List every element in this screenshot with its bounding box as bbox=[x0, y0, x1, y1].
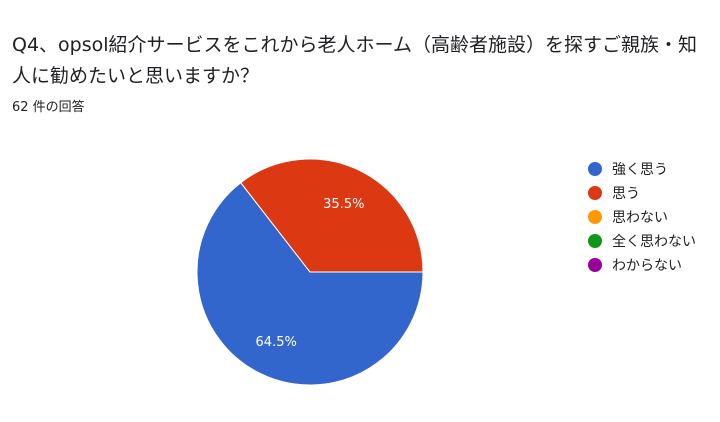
legend-item: わからない bbox=[588, 253, 696, 277]
legend-item: 思わない bbox=[588, 205, 696, 229]
legend-label: わからない bbox=[612, 258, 682, 274]
legend-dot-icon bbox=[588, 234, 602, 248]
slice-label: 35.5% bbox=[323, 197, 364, 212]
legend-item: 強く思う bbox=[588, 157, 696, 181]
pie-slice-1 bbox=[240, 158, 424, 273]
legend-label: 強く思う bbox=[612, 162, 668, 178]
pie-slice-0 bbox=[196, 182, 424, 386]
legend: 強く思う思う思わない全く思わない わからない bbox=[588, 157, 696, 277]
slice-label: 64.5% bbox=[256, 335, 297, 350]
legend-label: 全く思わない bbox=[612, 234, 696, 250]
question-title: Q4、opsol紹介サービスをこれから老人ホーム（高齢者施設）を探すご親族・知人… bbox=[12, 34, 697, 87]
legend-item: 思う bbox=[588, 181, 696, 205]
legend-dot-icon bbox=[588, 162, 602, 176]
legend-label: 思う bbox=[612, 186, 640, 202]
legend-item: 全く思わない bbox=[588, 229, 696, 253]
legend-label: 思わない bbox=[612, 210, 668, 226]
response-count: 62 件の回答 bbox=[12, 100, 85, 115]
legend-dot-icon bbox=[588, 258, 602, 272]
legend-dot-icon bbox=[588, 186, 602, 200]
legend-dot-icon bbox=[588, 210, 602, 224]
